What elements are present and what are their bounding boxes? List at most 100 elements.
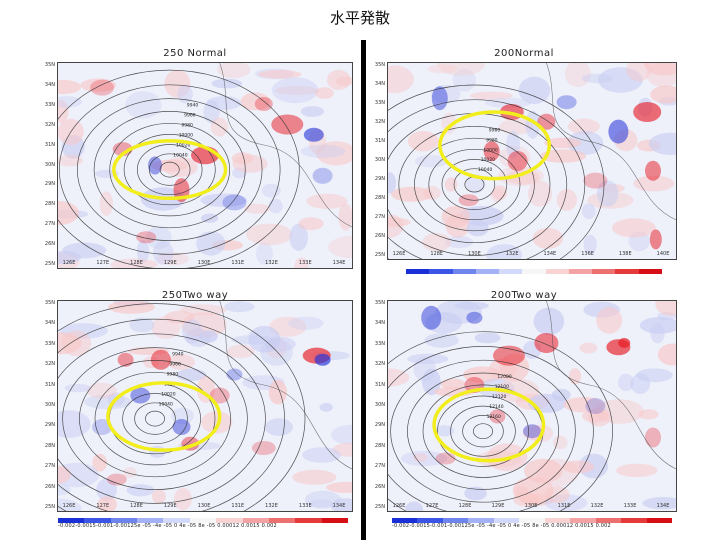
divergence-patch [562,460,595,474]
highlight-ellipse [432,387,546,463]
divergence-patch [618,373,634,392]
divergence-patch [97,496,117,511]
divergence-patch [539,149,586,163]
divergence-max [649,229,662,250]
convergence-max [130,387,151,404]
pressure-contour [159,161,180,178]
divergence-patch [518,76,551,104]
colorbar [406,269,662,274]
divergence-patch [315,87,334,99]
divergence-patch [579,342,598,354]
divergence-patch [200,193,247,207]
highlight-ellipse [112,139,228,201]
panel-250-normal: 250 Normal 35N 34N 33N 32N 31N 30N 29N 28N 27N 26… [36,48,354,276]
colorbar-swatch [321,518,348,523]
divergence-max [537,113,556,130]
divergence-patch [514,486,529,496]
divergence-patch [435,425,454,437]
divergence-patch [152,489,166,504]
lon-label: 126E [392,251,406,257]
lon-label: 130E [197,503,211,509]
divergence-patch [306,193,348,209]
contour-label: 9960 [169,361,181,367]
lat-label: 29N [374,176,385,182]
divergence-patch [328,236,352,259]
divergence-patch [210,117,229,137]
divergence-patch [123,467,137,478]
highlight-ellipse [438,110,552,181]
pressure-contour [388,346,594,511]
contour-label: 10000 [179,132,193,138]
panel-title: 200Normal [494,48,554,59]
divergence-patch [201,213,219,223]
pressure-contour [388,99,586,259]
divergence-patch [506,170,540,185]
pressure-contour [58,84,281,255]
divergence-max [618,338,631,348]
divergence-patch [556,189,577,211]
colorbar-swatch [499,269,523,274]
convergence-max [148,156,162,175]
lon-label: 129E [163,260,177,266]
divergence-patch [304,490,342,509]
map-200-normal: 10040 10020 10000 9980 9960 [387,62,677,260]
lat-label: 32N [374,361,385,368]
pressure-contour [388,84,605,259]
divergence-patch [425,312,462,334]
convergence-max [608,119,629,144]
colorbar-swatch [163,518,190,523]
divergence-max [645,427,661,448]
divergence-patch [639,317,676,334]
pressure-contour [58,69,300,268]
colorbar-swatch [242,518,269,523]
colorbar-swatch [621,518,647,523]
divergence-patch [248,325,281,353]
divergence-patch [96,478,117,501]
divergence-patch [332,442,352,457]
divergence-patch [527,180,553,207]
divergence-patch [201,411,233,434]
divergence-patch [642,497,676,510]
divergence-patch [611,218,656,238]
lat-label: 26N [374,483,385,490]
lon-label: 126E [62,503,76,509]
lon-label: 127E [96,260,110,266]
colorbar [58,518,348,523]
divergence-max [271,114,304,135]
lat-label: 25N [374,252,385,258]
contour-label: 10000 [483,147,497,153]
lat-label: 33N [44,101,55,108]
divergence-patch [58,96,82,108]
convergence-max [172,419,191,435]
colorbar-swatch [452,269,476,274]
pressure-contour [390,359,576,503]
divergence-patch [648,132,676,155]
divergence-max [645,160,661,181]
divergence-patch [519,494,555,506]
divergence-patch [638,409,659,420]
colorbar-swatch [638,269,662,274]
divergence-patch [633,175,675,192]
lon-label: 131E [557,503,571,509]
divergence-max [90,79,115,96]
divergence-patch [164,69,191,98]
divergence-patch [597,67,643,93]
pressure-contour [76,98,263,241]
convergence-max [421,305,442,330]
pressure-contour [473,423,493,440]
colorbar-swatch [475,269,500,274]
divergence-max [507,151,528,171]
lon-label: 131E [231,503,245,509]
contour-label: 10040 [478,167,492,173]
lon-label: 128E [130,503,143,509]
pressure-contour [123,134,216,206]
lat-label: 35N [374,300,385,306]
divergence-max [106,473,127,486]
lat-label: 30N [374,157,385,163]
divergence-patch [274,86,320,96]
lon-label: 128E [130,260,143,266]
colorbar-swatch [592,269,616,274]
lon-label: 136E [581,251,594,257]
divergence-patch [330,498,352,511]
divergence-patch [64,384,92,393]
